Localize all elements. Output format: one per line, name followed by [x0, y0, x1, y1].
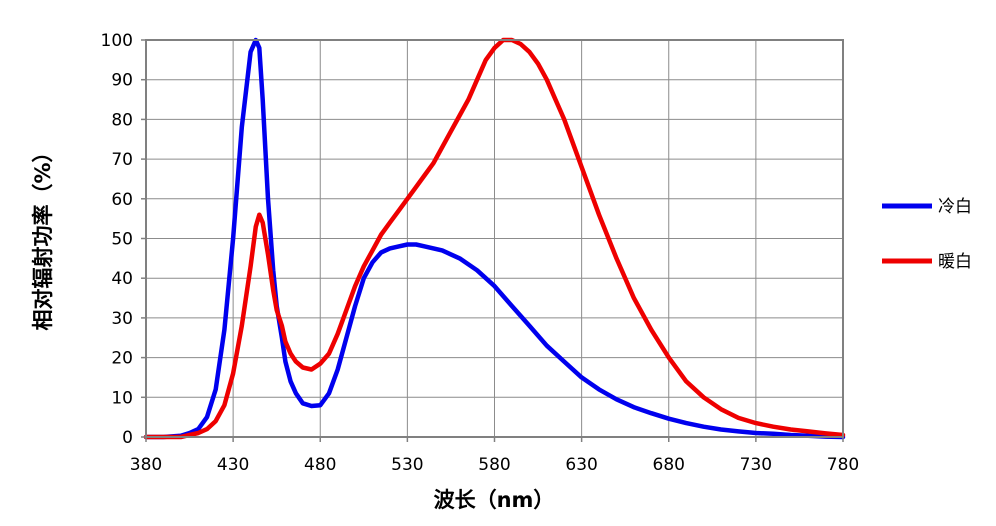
y-tick-label: 70 — [111, 150, 133, 170]
y-tick-label: 80 — [111, 110, 133, 130]
x-tick-label: 380 — [130, 455, 162, 475]
x-tick-label: 630 — [565, 455, 597, 475]
y-tick-label: 0 — [122, 428, 133, 448]
grid — [146, 40, 843, 437]
ticks: 0 10 20 30 40 50 60 70 80 90 100 380 430 480 530 580 630… — [101, 31, 860, 475]
y-tick-label: 20 — [111, 349, 133, 369]
legend: 冷白 暖白 — [882, 197, 972, 272]
x-tick-label: 580 — [478, 455, 510, 475]
series-line-warm-white — [143, 37, 846, 440]
y-tick-label: 100 — [101, 31, 133, 51]
y-tick-label: 90 — [111, 71, 133, 91]
x-tick-label: 780 — [827, 455, 859, 475]
y-tick-label: 50 — [111, 230, 133, 250]
x-tick-label: 680 — [653, 455, 685, 475]
x-tick-label: 430 — [217, 455, 249, 475]
x-tick-label: 530 — [391, 455, 423, 475]
y-axis-title: 相对辐射功率（%） — [31, 141, 55, 330]
series-layer — [143, 37, 846, 440]
x-tick-label: 480 — [304, 455, 336, 475]
y-tick-label: 30 — [111, 309, 133, 329]
x-axis-title: 波长（nm） — [434, 488, 555, 512]
legend-label-warm-white: 暖白 — [938, 252, 972, 272]
y-tick-label: 40 — [111, 269, 133, 289]
series-line-cool-white — [143, 37, 846, 440]
x-tick-label: 730 — [740, 455, 772, 475]
y-tick-label: 10 — [111, 388, 133, 408]
legend-label-cool-white: 冷白 — [938, 197, 972, 217]
y-tick-label: 60 — [111, 190, 133, 210]
